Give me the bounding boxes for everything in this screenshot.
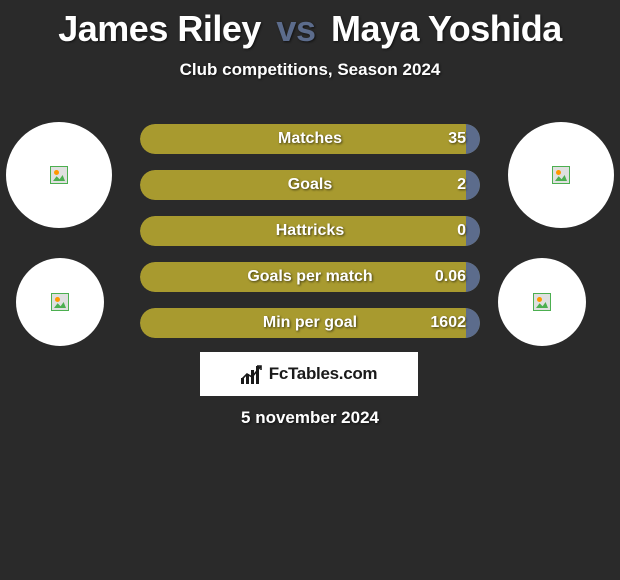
- stat-value-player2: 0.06: [406, 268, 466, 286]
- broken-image-icon: [50, 166, 68, 184]
- date-text: 5 november 2024: [0, 408, 620, 428]
- subtitle: Club competitions, Season 2024: [0, 60, 620, 80]
- player1-name: James Riley: [58, 8, 261, 49]
- stat-bar: Matches35: [140, 124, 480, 154]
- stat-bar: Goals2: [140, 170, 480, 200]
- stats-bars: Matches35 Goals2 Hattricks0 Goals per match…: [140, 124, 480, 354]
- stat-value-player2: 2: [406, 176, 466, 194]
- player1-club-badge: [16, 258, 104, 346]
- broken-image-icon: [51, 293, 69, 311]
- player2-avatar-large: [508, 122, 614, 228]
- stat-bar: Min per goal1602: [140, 308, 480, 338]
- logo-text: FcTables.com: [269, 364, 378, 384]
- player2-avatars: [508, 122, 614, 346]
- stat-value-player2: 0: [406, 222, 466, 240]
- bar-chart-icon: [241, 364, 263, 384]
- stat-bar: Goals per match0.06: [140, 262, 480, 292]
- player1-avatar-large: [6, 122, 112, 228]
- broken-image-icon: [533, 293, 551, 311]
- page-title: James Riley vs Maya Yoshida: [0, 0, 620, 50]
- player2-club-badge: [498, 258, 586, 346]
- player2-name: Maya Yoshida: [331, 8, 562, 49]
- stat-value-player2: 1602: [406, 314, 466, 332]
- stat-bar: Hattricks0: [140, 216, 480, 246]
- stat-value-player2: 35: [406, 130, 466, 148]
- source-logo: FcTables.com: [200, 352, 418, 396]
- vs-separator: vs: [276, 8, 315, 49]
- broken-image-icon: [552, 166, 570, 184]
- player1-avatars: [6, 122, 112, 346]
